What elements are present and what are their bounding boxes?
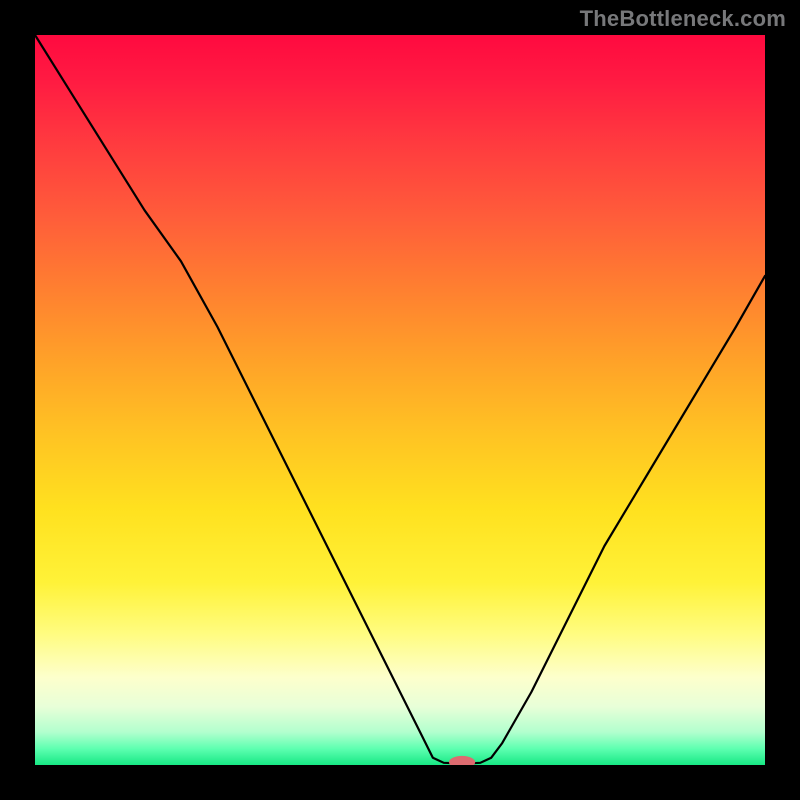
plot-background [35,35,765,765]
frame-bottom [0,765,800,800]
chart-svg [0,0,800,800]
watermark-text: TheBottleneck.com [580,6,786,32]
bottleneck-chart: TheBottleneck.com [0,0,800,800]
frame-left [0,0,35,800]
frame-right [765,0,800,800]
